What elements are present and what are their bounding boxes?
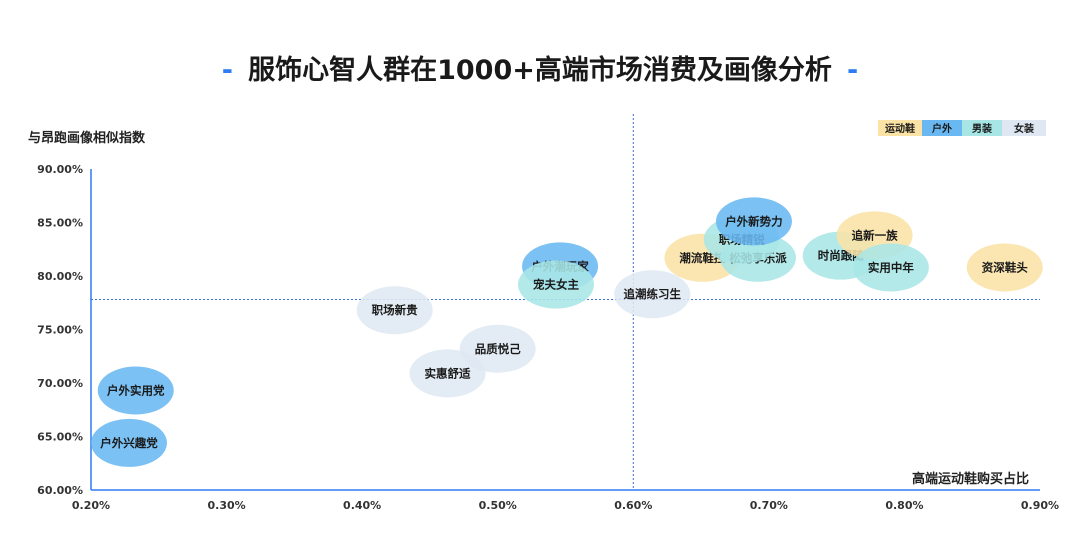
bubble-mark: [518, 260, 595, 309]
axes: 60.00% 65.00% 70.00% 75.00% 80.00% 85.00% 90.0…: [37, 163, 1059, 512]
bubble-mark: [97, 366, 174, 415]
x-tick-label: 0.60%: [614, 499, 652, 512]
legend-label: 户外: [931, 122, 952, 135]
legend-item: 女装: [1002, 120, 1046, 136]
bubble-mark: [966, 243, 1043, 292]
y-axis-title: 与昂跑画像相似指数: [28, 130, 146, 146]
bubble-label: 户外新势力: [725, 214, 783, 228]
bubble: 户外兴趣党: [90, 418, 167, 467]
legend-label: 女装: [1014, 122, 1034, 135]
bubble-mark: [459, 324, 536, 373]
bubble-label: 实惠舒适: [425, 366, 471, 380]
x-tick-label: 0.20%: [72, 499, 110, 512]
x-tick-label: 0.70%: [750, 499, 788, 512]
y-tick-label: 65.00%: [37, 431, 83, 444]
bubble-mark: [90, 418, 167, 467]
legend-swatch: [1002, 120, 1046, 136]
legend-item: 运动鞋: [878, 120, 922, 136]
bubble: 品质悦己: [459, 324, 536, 373]
y-tick-label: 75.00%: [37, 324, 83, 337]
title-wrap: - 服饰心智人群在1000+高端市场消费及画像分析 -: [0, 48, 1080, 87]
legend-item: 男装: [962, 120, 1002, 136]
chart-title: 服饰心智人群在1000+高端市场消费及画像分析: [248, 55, 832, 86]
y-tick-label: 60.00%: [37, 484, 83, 497]
title-dash-left: -: [221, 55, 234, 86]
y-tick-label: 90.00%: [37, 163, 83, 176]
bubble-label: 职场新贵: [372, 303, 418, 317]
bubble: 户外新势力: [715, 197, 792, 246]
legend-label: 男装: [972, 122, 992, 135]
y-tick-label: 70.00%: [37, 377, 83, 390]
bubble: 实用中年: [852, 243, 929, 292]
bubble-mark: [852, 243, 929, 292]
bubble: 资深鞋头: [966, 243, 1043, 292]
x-tick-label: 0.40%: [343, 499, 381, 512]
bubble-label: 追潮练习生: [624, 287, 682, 301]
bubbles: 户外实用党户外兴趣党职场新贵实惠舒适品质悦己户外潮玩家宠夫女主追潮练习生潮流鞋控…: [90, 197, 1043, 467]
bubble-mark: [356, 286, 433, 335]
bubble-label: 户外实用党: [107, 383, 165, 397]
legend: 运动鞋 户外 男装 女装: [878, 120, 1046, 136]
legend-item: 户外: [922, 120, 962, 136]
bubble-label: 品质悦己: [475, 342, 521, 356]
legend-label: 运动鞋: [885, 122, 915, 135]
legend-swatch: [922, 120, 962, 136]
x-tick-label: 0.30%: [207, 499, 245, 512]
bubble-label: 宠夫女主: [533, 278, 579, 292]
bubble: 职场新贵: [356, 286, 433, 335]
bubble-label: 户外兴趣党: [100, 436, 158, 450]
y-tick-label: 85.00%: [37, 217, 83, 230]
bubble-mark: [614, 270, 691, 319]
bubble: 宠夫女主: [518, 260, 595, 309]
x-tick-label: 0.80%: [885, 499, 923, 512]
x-tick-label: 0.90%: [1021, 499, 1059, 512]
bubble-mark: [715, 197, 792, 246]
legend-swatch: [962, 120, 1002, 136]
title-dash-right: -: [846, 55, 859, 86]
bubble: 追潮练习生: [614, 270, 691, 319]
legend-swatch: [878, 120, 922, 136]
bubble-label: 实用中年: [868, 260, 914, 274]
x-axis-title: 高端运动鞋购买占比: [912, 471, 1029, 487]
bubble-label: 资深鞋头: [982, 260, 1028, 274]
bubble: 户外实用党: [97, 366, 174, 415]
y-tick-label: 80.00%: [37, 270, 83, 283]
bubble-label: 追新一族: [852, 228, 898, 242]
x-tick-label: 0.50%: [479, 499, 517, 512]
